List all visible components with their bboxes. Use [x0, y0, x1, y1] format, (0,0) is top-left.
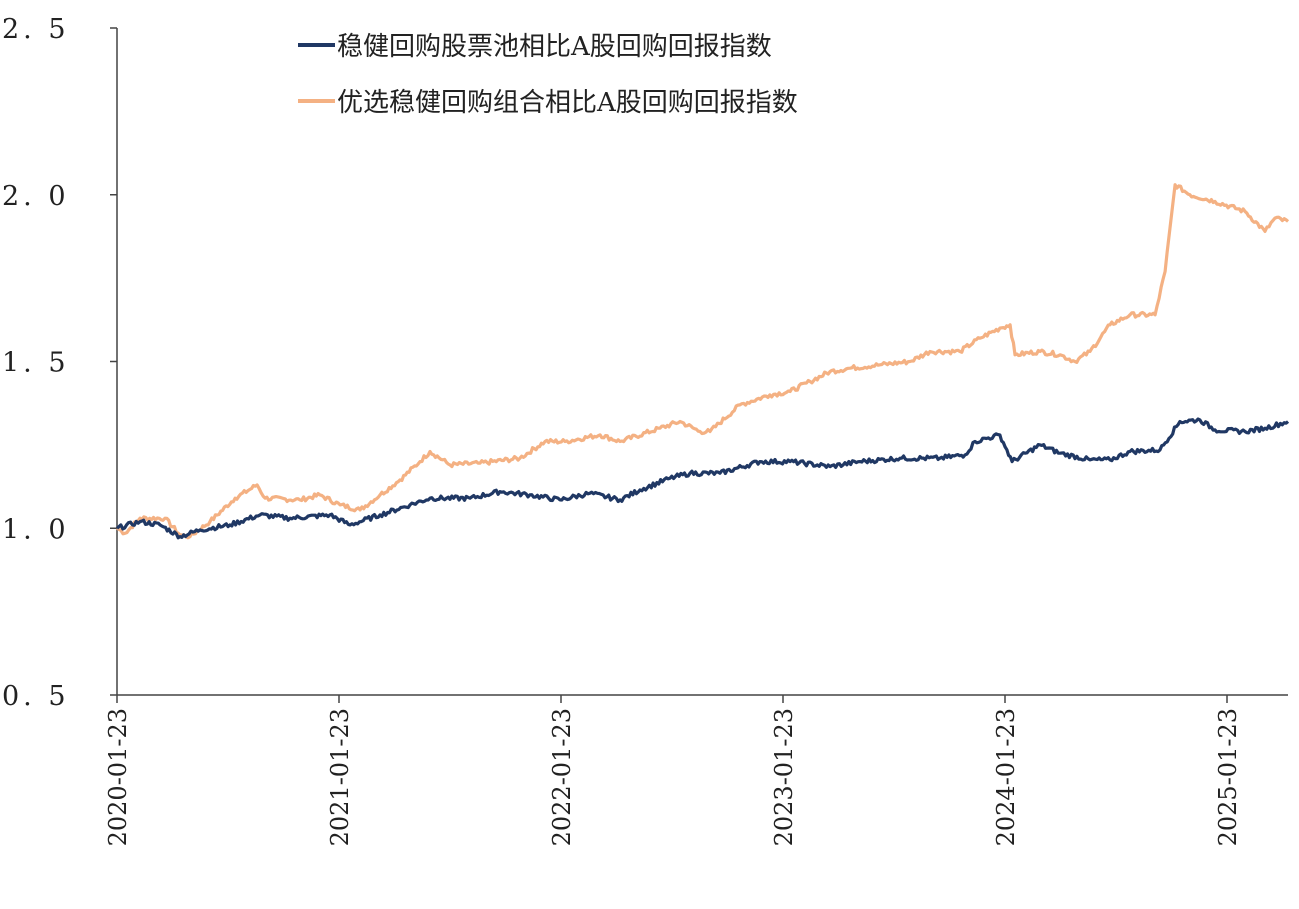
legend-label-series2: 优选稳健回购组合相比A股回购回报指数 [337, 88, 798, 118]
x-tick-label: 2020-01-23 [104, 708, 132, 846]
series-line-2 [116, 183, 1290, 540]
series-lines [115, 183, 1290, 540]
y-ticks: 0. 5 1. 0 1. 5 2. 0 2. 5 [2, 14, 117, 712]
x-tick-label: 2021-01-23 [326, 708, 354, 846]
y-tick-label: 1. 0 [2, 514, 70, 545]
x-ticks: 2020-01-23 2021-01-23 2022-01-23 2023-01-23… [104, 695, 1242, 846]
legend-label-series1: 稳健回购股票池相比A股回购回报指数 [337, 32, 772, 62]
y-tick-label: 2. 5 [2, 14, 70, 45]
legend-item-series1[interactable]: 稳健回购股票池相比A股回购回报指数 [298, 32, 772, 62]
x-tick-label: 2024-01-23 [992, 708, 1020, 846]
x-tick-label: 2023-01-23 [770, 708, 798, 846]
x-tick-label: 2022-01-23 [548, 708, 576, 846]
series-line-1 [115, 417, 1290, 540]
y-tick-label: 0. 5 [2, 681, 70, 712]
x-tick-label: 2025-01-23 [1214, 708, 1242, 846]
legend: 稳健回购股票池相比A股回购回报指数 优选稳健回购组合相比A股回购回报指数 [298, 32, 798, 118]
y-tick-label: 1. 5 [2, 348, 70, 379]
legend-item-series2[interactable]: 优选稳健回购组合相比A股回购回报指数 [298, 88, 798, 118]
axes [116, 28, 1288, 696]
y-tick-label: 2. 0 [2, 181, 70, 212]
